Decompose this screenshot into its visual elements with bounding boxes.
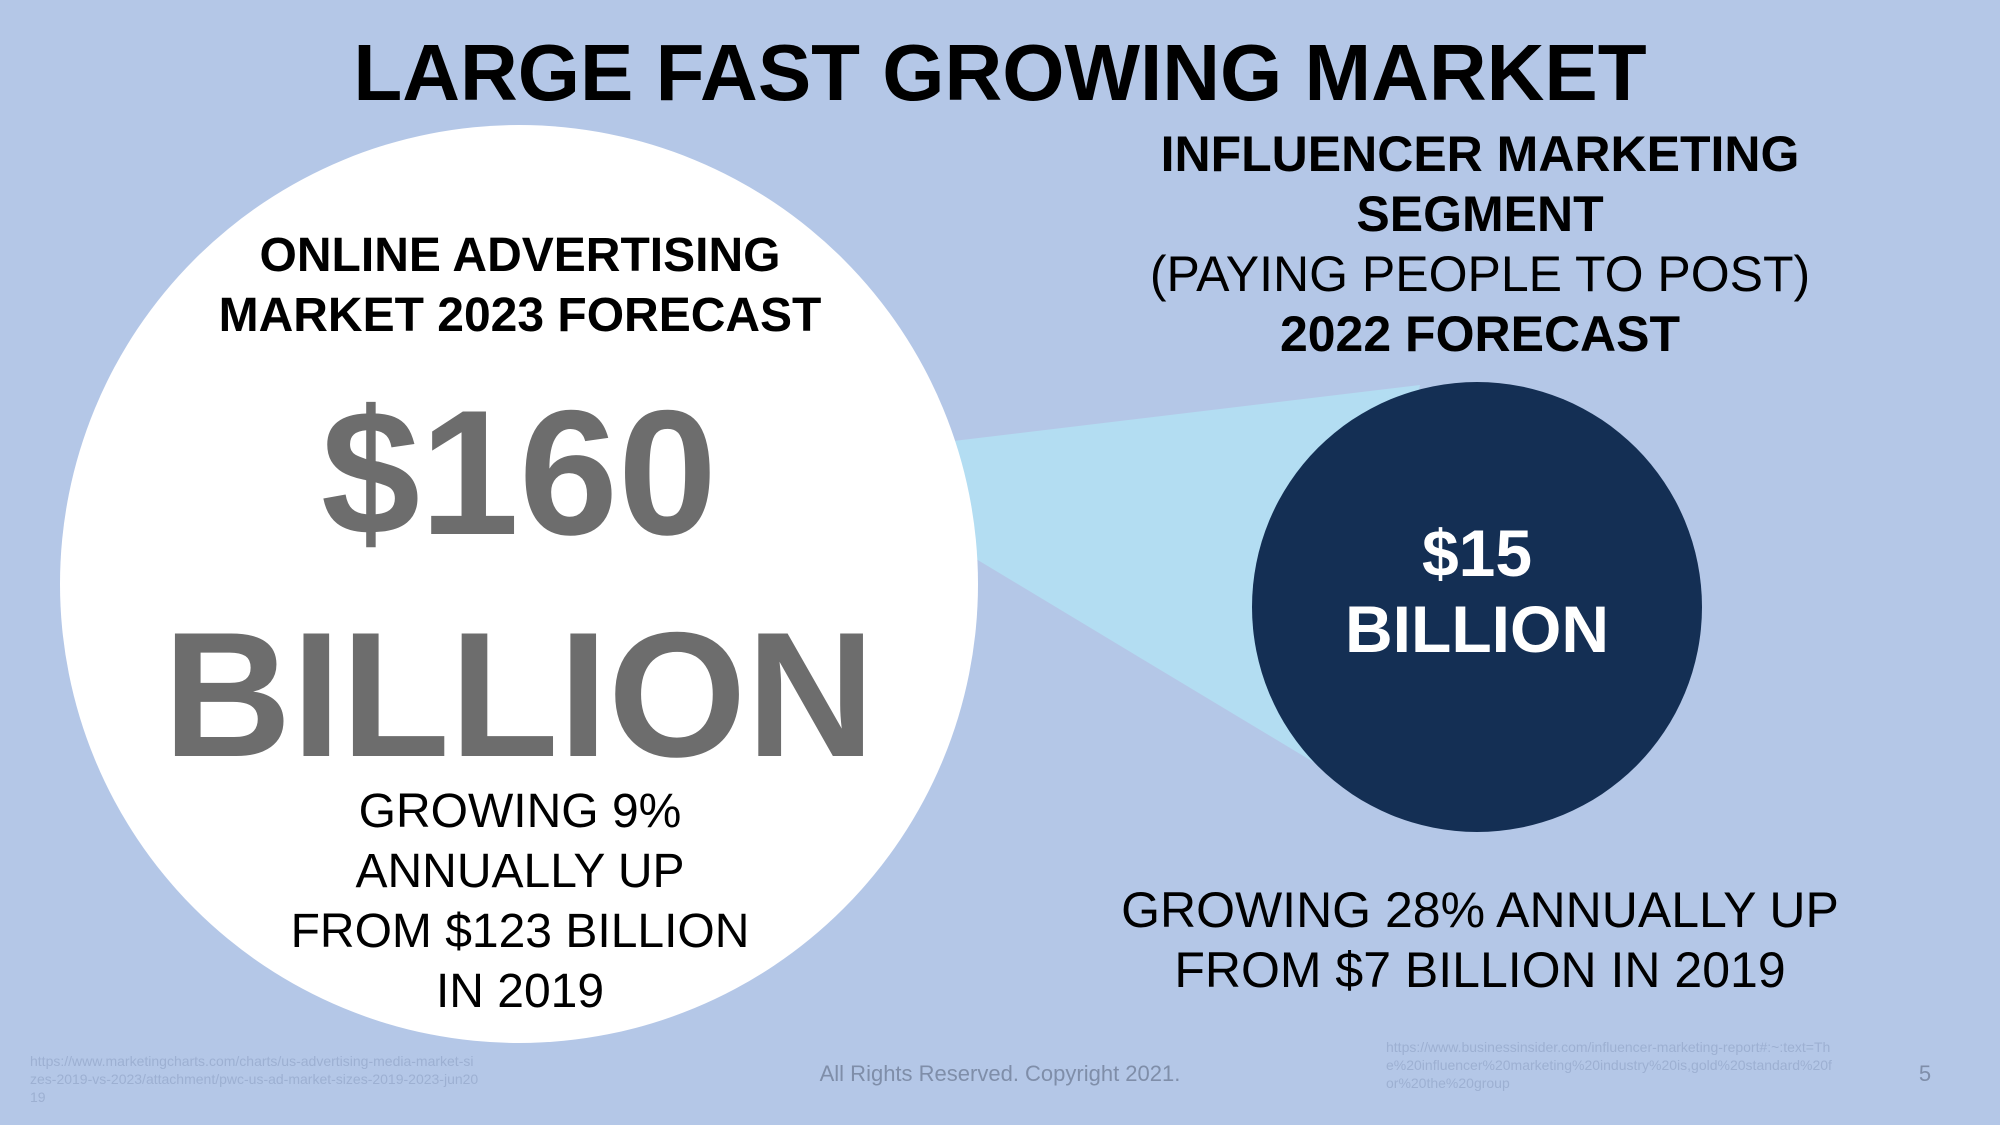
online-advertising-growth-line1: GROWING 9% <box>358 785 682 838</box>
influencer-marketing-growth: GROWING 28% ANNUALLY UP FROM $7 BILLION … <box>1080 880 1880 1000</box>
influencer-value-unit: BILLION <box>1345 592 1609 666</box>
online-advertising-growth-line2: ANNUALLY UP <box>355 845 685 898</box>
influencer-marketing-circle <box>1252 382 1702 832</box>
online-advertising-value: $160 <box>321 373 717 572</box>
influencer-marketing-source-link[interactable]: https://www.businessinsider.com/influenc… <box>1386 1039 1832 1091</box>
online-advertising-growth-line3: FROM $123 BILLION <box>290 905 750 958</box>
influencer-heading-line1: INFLUENCER MARKETING <box>1160 126 1800 182</box>
online-advertising-growth-line4: IN 2019 <box>435 965 605 1018</box>
online-advertising-heading-line1: ONLINE ADVERTISING <box>259 229 781 282</box>
online-advertising-circle <box>60 125 978 1043</box>
online-advertising-heading-line2: MARKET 2023 FORECAST <box>218 289 822 342</box>
influencer-heading-line3: (PAYING PEOPLE TO POST) <box>1149 246 1811 302</box>
online-advertising-growth: GROWING 9% ANNUALLY UP FROM $123 BILLION… <box>220 782 820 1022</box>
influencer-marketing-value: $15 BILLION <box>1252 515 1702 667</box>
page-number: 5 <box>1918 1061 1932 1086</box>
influencer-marketing-heading: INFLUENCER MARKETING SEGMENT (PAYING PEO… <box>1100 124 1860 364</box>
copyright-notice: All Rights Reserved. Copyright 2021. <box>819 1061 1181 1086</box>
influencer-growth-line2: FROM $7 BILLION IN 2019 <box>1174 942 1786 998</box>
influencer-growth-line1: GROWING 28% ANNUALLY UP <box>1121 882 1839 938</box>
online-advertising-source-link[interactable]: https://www.marketingcharts.com/charts/u… <box>30 1053 479 1105</box>
influencer-value-amount: $15 <box>1421 516 1533 590</box>
slide-title: LARGE FAST GROWING MARKET <box>353 28 1647 117</box>
influencer-heading-line4: 2022 FORECAST <box>1279 306 1681 362</box>
influencer-heading-line2: SEGMENT <box>1356 186 1604 242</box>
online-advertising-heading: ONLINE ADVERTISING MARKET 2023 FORECAST <box>130 226 910 346</box>
online-advertising-unit: BILLION <box>163 595 875 794</box>
